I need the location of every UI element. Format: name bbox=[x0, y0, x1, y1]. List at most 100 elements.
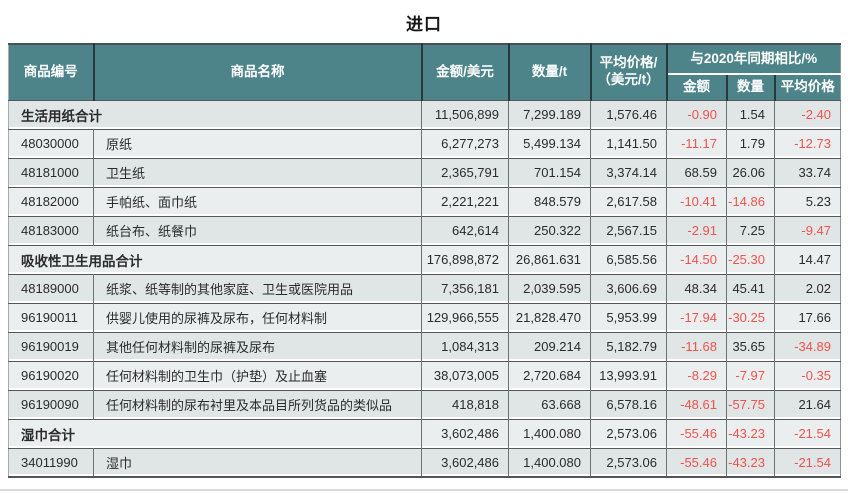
col-header-amount: 金额/美元 bbox=[421, 44, 510, 100]
col-header-quantity: 数量/t bbox=[508, 44, 592, 100]
row-yoy-quantity: -7.97 bbox=[726, 360, 775, 390]
row-yoy-quantity: 26.06 bbox=[726, 157, 775, 187]
table-header: 商品编号 商品名称 金额/美元 数量/t 平均价格/（美元/t） 与2020年同… bbox=[8, 44, 841, 100]
col-header-yoy-avg-price: 平均价格 bbox=[774, 74, 841, 100]
row-code: 96190011 bbox=[8, 302, 94, 332]
col-header-yoy-quantity: 数量 bbox=[726, 74, 776, 100]
row-quantity: 26,861.631 bbox=[508, 244, 591, 274]
row-avg-price: 2,617.58 bbox=[590, 186, 667, 216]
row-code: 48182000 bbox=[8, 186, 94, 216]
row-amount: 38,073,005 bbox=[421, 360, 509, 390]
row-yoy-avg-price: 14.47 bbox=[774, 244, 841, 274]
header-row-main: 商品编号 商品名称 金额/美元 数量/t 平均价格/（美元/t） 与2020年同… bbox=[8, 44, 841, 100]
row-name: 卫生纸 bbox=[93, 157, 422, 187]
row-avg-price: 5,182.79 bbox=[590, 331, 667, 361]
table-row: 96190011 供婴儿使用的尿裤及尿布，任何材料制 129,966,555 21,8… bbox=[8, 302, 841, 332]
row-amount: 2,221,221 bbox=[421, 186, 509, 216]
table-row: 48189000 纸浆、纸等制的其他家庭、卫生或医院用品 7,356,181 2,03… bbox=[8, 273, 841, 303]
row-amount: 3,602,486 bbox=[421, 418, 509, 448]
row-avg-price: 2,567.15 bbox=[590, 215, 667, 245]
col-header-yoy-amount: 金额 bbox=[666, 74, 728, 100]
row-avg-price: 3,606.69 bbox=[590, 273, 667, 303]
row-yoy-amount: -55.46 bbox=[666, 418, 727, 448]
row-avg-price: 5,953.99 bbox=[590, 302, 667, 332]
row-avg-price: 1,141.50 bbox=[590, 128, 667, 158]
row-yoy-avg-price: -2.40 bbox=[774, 99, 841, 129]
row-quantity: 2,039.595 bbox=[508, 273, 591, 303]
avg-price-header-line2: （美元/t） bbox=[597, 72, 660, 88]
row-yoy-avg-price: 33.74 bbox=[774, 157, 841, 187]
row-yoy-quantity: 1.79 bbox=[726, 128, 775, 158]
row-avg-price: 2,573.06 bbox=[590, 447, 667, 477]
row-quantity: 5,499.134 bbox=[508, 128, 591, 158]
col-header-yoy-group: 与2020年同期相比/% bbox=[666, 44, 841, 75]
row-amount: 176,898,872 bbox=[421, 244, 509, 274]
row-yoy-quantity: -43.23 bbox=[726, 418, 775, 448]
row-name: 吸收性卫生用品合计 bbox=[8, 244, 422, 274]
row-amount: 418,818 bbox=[421, 389, 509, 419]
row-yoy-quantity: -30.25 bbox=[726, 302, 775, 332]
row-code: 96190020 bbox=[8, 360, 94, 390]
row-quantity: 1,400.080 bbox=[508, 447, 591, 477]
col-header-code: 商品编号 bbox=[8, 44, 95, 100]
row-code: 34011990 bbox=[8, 447, 94, 477]
row-name: 其他任何材料制的尿裤及尿布 bbox=[93, 331, 422, 361]
row-quantity: 2,720.684 bbox=[508, 360, 591, 390]
row-yoy-amount: -10.41 bbox=[666, 186, 727, 216]
row-yoy-avg-price: 21.64 bbox=[774, 389, 841, 419]
row-amount: 11,506,899 bbox=[421, 99, 509, 129]
table-row-total: 湿巾合计 3,602,486 1,400.080 2,573.06 -55.46 -43.… bbox=[8, 418, 841, 448]
row-code: 48183000 bbox=[8, 215, 94, 245]
row-name: 纸台布、纸餐巾 bbox=[93, 215, 422, 245]
row-code: 48189000 bbox=[8, 273, 94, 303]
row-yoy-quantity: -25.30 bbox=[726, 244, 775, 274]
row-yoy-avg-price: 2.02 bbox=[774, 273, 841, 303]
row-name: 生活用纸合计 bbox=[8, 99, 422, 129]
row-yoy-quantity: 45.41 bbox=[726, 273, 775, 303]
row-name: 湿巾 bbox=[93, 447, 422, 477]
row-name: 纸浆、纸等制的其他家庭、卫生或医院用品 bbox=[93, 273, 422, 303]
import-data-table: 商品编号 商品名称 金额/美元 数量/t 平均价格/（美元/t） 与2020年同… bbox=[8, 43, 841, 478]
row-code: 48030000 bbox=[8, 128, 94, 158]
row-yoy-amount: -48.61 bbox=[666, 389, 727, 419]
row-yoy-avg-price: -21.54 bbox=[774, 447, 841, 477]
row-quantity: 7,299.189 bbox=[508, 99, 591, 129]
row-yoy-amount: -14.50 bbox=[666, 244, 727, 274]
row-yoy-avg-price: -21.54 bbox=[774, 418, 841, 448]
row-amount: 129,966,555 bbox=[421, 302, 509, 332]
row-name: 原纸 bbox=[93, 128, 422, 158]
import-table-container: 商品编号 商品名称 金额/美元 数量/t 平均价格/（美元/t） 与2020年同… bbox=[0, 43, 848, 478]
row-amount: 7,356,181 bbox=[421, 273, 509, 303]
row-avg-price: 6,578.16 bbox=[590, 389, 667, 419]
table-row: 96190090 任何材料制的尿布衬里及本品目所列货品的类似品 418,818 63.… bbox=[8, 389, 841, 419]
row-amount: 2,365,791 bbox=[421, 157, 509, 187]
row-yoy-amount: -11.68 bbox=[666, 331, 727, 361]
row-amount: 642,614 bbox=[421, 215, 509, 245]
table-row-total: 吸收性卫生用品合计 176,898,872 26,861.631 6,585.56 -1… bbox=[8, 244, 841, 274]
page-title: 进口 bbox=[406, 15, 442, 34]
row-code: 48181000 bbox=[8, 157, 94, 187]
table-row: 48181000 卫生纸 2,365,791 701.154 3,374.14 68.59… bbox=[8, 157, 841, 187]
row-yoy-quantity: -57.75 bbox=[726, 389, 775, 419]
row-name: 湿巾合计 bbox=[8, 418, 422, 448]
row-yoy-avg-price: -0.35 bbox=[774, 360, 841, 390]
table-row: 48183000 纸台布、纸餐巾 642,614 250.322 2,567.15 -2.… bbox=[8, 215, 841, 245]
row-quantity: 848.579 bbox=[508, 186, 591, 216]
row-avg-price: 1,576.46 bbox=[590, 99, 667, 129]
row-yoy-quantity: -14.86 bbox=[726, 186, 775, 216]
row-code: 96190019 bbox=[8, 331, 94, 361]
row-yoy-quantity: 1.54 bbox=[726, 99, 775, 129]
row-name: 任何材料制的卫生巾（护垫）及止血塞 bbox=[93, 360, 422, 390]
row-quantity: 250.322 bbox=[508, 215, 591, 245]
row-amount: 3,602,486 bbox=[421, 447, 509, 477]
table-row: 34011990 湿巾 3,602,486 1,400.080 2,573.06 -55.… bbox=[8, 447, 841, 477]
row-yoy-avg-price: -12.73 bbox=[774, 128, 841, 158]
table-body: 生活用纸合计 11,506,899 7,299.189 1,576.46 -0.90 1.… bbox=[8, 99, 841, 477]
row-name: 供婴儿使用的尿裤及尿布，任何材料制 bbox=[93, 302, 422, 332]
avg-price-header-line1: 平均价格/ bbox=[599, 55, 658, 71]
col-header-avg-price: 平均价格/（美元/t） bbox=[590, 44, 668, 100]
row-yoy-quantity: 7.25 bbox=[726, 215, 775, 245]
row-name: 任何材料制的尿布衬里及本品目所列货品的类似品 bbox=[93, 389, 422, 419]
header-row-sub: 金额 数量 平均价格 bbox=[9, 74, 841, 100]
row-quantity: 209.214 bbox=[508, 331, 591, 361]
